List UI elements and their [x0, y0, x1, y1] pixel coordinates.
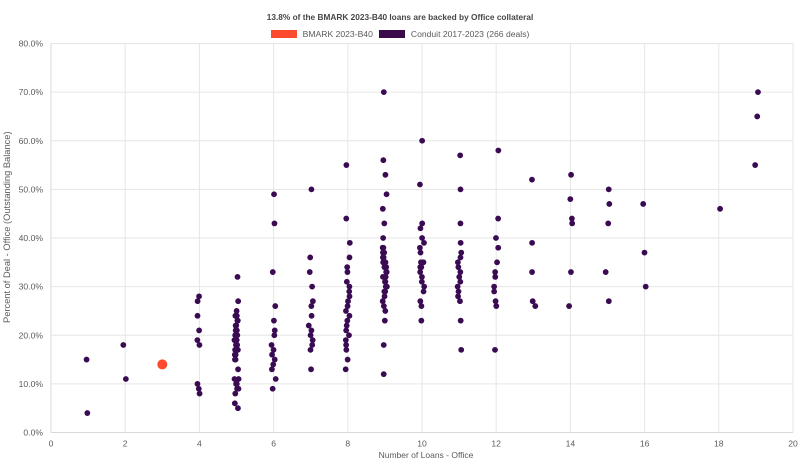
svg-text:60.0%: 60.0%	[19, 136, 44, 146]
svg-text:50.0%: 50.0%	[19, 184, 44, 194]
svg-text:10: 10	[417, 439, 427, 449]
svg-text:20.0%: 20.0%	[19, 330, 44, 340]
svg-text:6: 6	[271, 439, 276, 449]
svg-text:2: 2	[123, 439, 128, 449]
svg-text:40.0%: 40.0%	[19, 233, 44, 243]
svg-text:12: 12	[491, 439, 501, 449]
svg-text:8: 8	[345, 439, 350, 449]
svg-text:18: 18	[714, 439, 724, 449]
svg-text:4: 4	[197, 439, 202, 449]
svg-text:70.0%: 70.0%	[19, 87, 44, 97]
svg-text:14: 14	[566, 439, 576, 449]
svg-text:16: 16	[640, 439, 650, 449]
svg-text:0: 0	[49, 439, 54, 449]
svg-text:80.0%: 80.0%	[19, 39, 44, 49]
svg-text:0.0%: 0.0%	[23, 428, 43, 438]
svg-text:30.0%: 30.0%	[19, 282, 44, 292]
svg-text:20: 20	[788, 439, 798, 449]
svg-text:10.0%: 10.0%	[19, 379, 44, 389]
